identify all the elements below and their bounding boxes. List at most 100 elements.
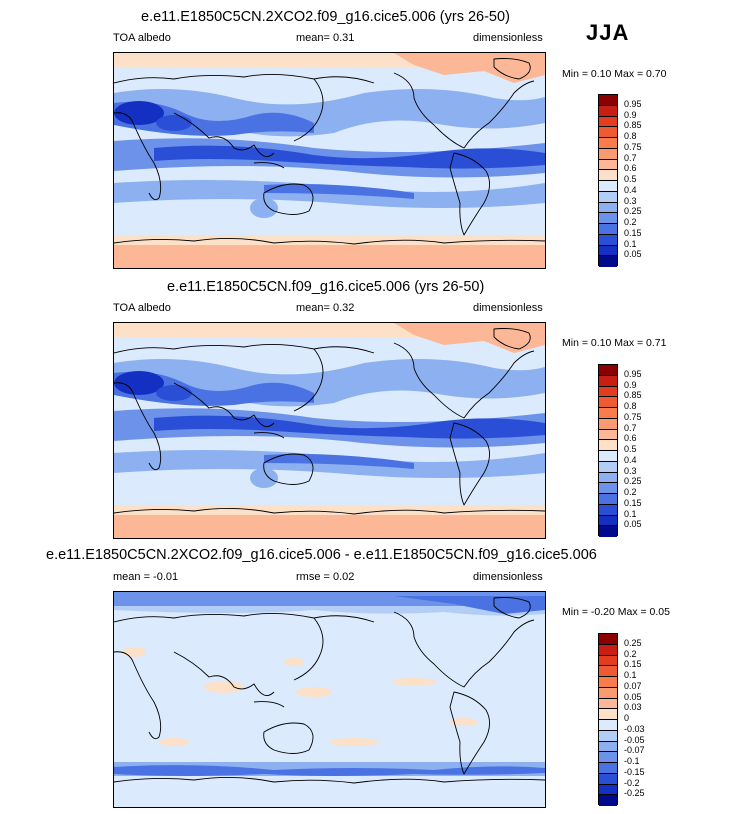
mean-label: mean= 0.31 bbox=[296, 32, 355, 44]
units-label: dimensionless bbox=[473, 571, 543, 583]
map-svg-2 bbox=[114, 323, 545, 538]
colorbar-swatch bbox=[599, 666, 617, 677]
colorbar-tick-label: 0.05 bbox=[624, 519, 642, 530]
colorbar-swatch bbox=[599, 483, 617, 494]
colorbar-swatch bbox=[599, 418, 617, 430]
colorbar-tick-label: 0.07 bbox=[624, 680, 642, 691]
variable-label: TOA albedo bbox=[113, 32, 171, 44]
colorbar-tick-label: 0.15 bbox=[624, 227, 642, 238]
colorbar-swatch bbox=[599, 677, 617, 688]
colorbar-tick-label: 0.6 bbox=[624, 433, 637, 444]
colorbar-tick-label: 0.9 bbox=[624, 379, 637, 390]
map-svg-3 bbox=[114, 592, 545, 807]
colorbar-tick-label: -0.25 bbox=[624, 788, 645, 799]
colorbar-swatch bbox=[599, 752, 617, 763]
colorbar-swatch bbox=[599, 408, 617, 419]
colorbar-tick-label: 0.6 bbox=[624, 163, 637, 174]
colorbar-swatch bbox=[599, 95, 617, 106]
colorbar-swatch bbox=[599, 451, 617, 462]
colorbar-swatch bbox=[599, 245, 617, 257]
panel-title: e.e11.E1850C5CN.2XCO2.f09_g16.cice5.006 … bbox=[141, 9, 510, 25]
colorbar-tick-label: 0.5 bbox=[624, 174, 637, 184]
colorbar-3 bbox=[598, 633, 618, 806]
colorbar-tick-label: -0.15 bbox=[624, 766, 645, 777]
map-svg-1 bbox=[114, 53, 545, 268]
colorbar-tick-label: -0.05 bbox=[624, 734, 645, 745]
colorbar-tick-label: 0.05 bbox=[624, 691, 642, 702]
colorbar-tick-label: 0.25 bbox=[624, 476, 642, 487]
colorbar-swatch bbox=[599, 397, 617, 408]
map-panel-2 bbox=[113, 322, 546, 539]
colorbar-swatch bbox=[599, 634, 617, 645]
colorbar-swatch bbox=[599, 213, 617, 224]
colorbar-tick-label: -0.03 bbox=[624, 723, 645, 734]
colorbar-swatch bbox=[599, 773, 617, 785]
colorbar-swatch bbox=[599, 644, 617, 656]
colorbar-swatch bbox=[599, 191, 617, 203]
colorbar-swatch bbox=[599, 375, 617, 387]
colorbar-tick-label: 0.05 bbox=[624, 249, 642, 260]
min-max-label: Min = 0.10 Max = 0.71 bbox=[562, 337, 667, 349]
mean-label: mean= 0.32 bbox=[296, 302, 355, 314]
min-max-label: Min = -0.20 Max = 0.05 bbox=[562, 606, 670, 618]
colorbar-tick-label: 0.25 bbox=[624, 637, 642, 648]
panel-title: e.e11.E1850C5CN.2XCO2.f09_g16.cice5.006 … bbox=[46, 547, 597, 563]
colorbar-swatch bbox=[599, 386, 617, 398]
colorbar-swatch bbox=[599, 494, 617, 505]
colorbar-swatch bbox=[599, 202, 617, 214]
colorbar-swatch bbox=[599, 763, 617, 774]
colorbar-swatch bbox=[599, 720, 617, 731]
colorbar-tick-label: 0.75 bbox=[624, 411, 642, 422]
colorbar-swatch bbox=[599, 655, 617, 667]
colorbar-swatch bbox=[599, 429, 617, 441]
colorbar-tick-label: 0.8 bbox=[624, 401, 637, 411]
mean-label: mean = -0.01 bbox=[113, 571, 179, 583]
colorbar-tick-label: 0.9 bbox=[624, 109, 637, 120]
colorbar-tick-label: 0.3 bbox=[624, 465, 637, 476]
colorbar-swatch bbox=[599, 181, 617, 192]
colorbar-tick-label: 0.4 bbox=[624, 184, 637, 195]
colorbar-tick-label: 0.15 bbox=[624, 497, 642, 508]
colorbar-tick-label: 0.4 bbox=[624, 454, 637, 465]
colorbar-swatch bbox=[599, 127, 617, 138]
colorbar-tick-label: 0.85 bbox=[624, 120, 642, 131]
colorbar-swatch bbox=[599, 365, 617, 376]
colorbar-tick-label: 0.95 bbox=[624, 368, 642, 379]
colorbar-tick-label: 0.1 bbox=[624, 670, 637, 680]
colorbar-swatch bbox=[599, 795, 617, 806]
colorbar-2 bbox=[598, 364, 618, 537]
map-panel-1 bbox=[113, 52, 546, 269]
colorbar-swatch bbox=[599, 472, 617, 484]
season-label: JJA bbox=[586, 20, 630, 45]
colorbar-swatch bbox=[599, 730, 617, 742]
colorbar-swatch bbox=[599, 461, 617, 473]
colorbar-tick-label: 0.85 bbox=[624, 390, 642, 401]
colorbar-tick-label: 0.25 bbox=[624, 206, 642, 217]
colorbar-tick-label: 0.1 bbox=[624, 238, 637, 249]
colorbar-tick-label: 0.2 bbox=[624, 217, 637, 227]
colorbar-swatch bbox=[599, 148, 617, 160]
colorbar-tick-label: 0.1 bbox=[624, 508, 637, 519]
colorbar-1 bbox=[598, 94, 618, 267]
colorbar-tick-label: 0.7 bbox=[624, 422, 637, 433]
colorbar-swatch bbox=[599, 440, 617, 451]
colorbar-swatch bbox=[599, 515, 617, 527]
colorbar-swatch bbox=[599, 698, 617, 710]
colorbar-tick-label: 0.2 bbox=[624, 648, 637, 659]
colorbar-swatch bbox=[599, 504, 617, 516]
colorbar-swatch bbox=[599, 224, 617, 235]
colorbar-tick-label: -0.1 bbox=[624, 756, 640, 766]
colorbar-tick-label: 0.8 bbox=[624, 131, 637, 141]
units-label: dimensionless bbox=[473, 302, 543, 314]
colorbar-tick-label: 0.03 bbox=[624, 702, 642, 713]
colorbar-tick-label: 0.2 bbox=[624, 487, 637, 497]
colorbar-tick-label: 0.95 bbox=[624, 98, 642, 109]
panel-title: e.e11.E1850C5CN.f09_g16.cice5.006 (yrs 2… bbox=[167, 279, 485, 295]
units-label: dimensionless bbox=[473, 32, 543, 44]
colorbar-swatch bbox=[599, 159, 617, 171]
colorbar-swatch bbox=[599, 741, 617, 753]
colorbar-tick-label: 0.5 bbox=[624, 444, 637, 454]
colorbar-swatch bbox=[599, 709, 617, 720]
colorbar-tick-label: 0.15 bbox=[624, 659, 642, 670]
colorbar-tick-label: -0.2 bbox=[624, 777, 640, 788]
